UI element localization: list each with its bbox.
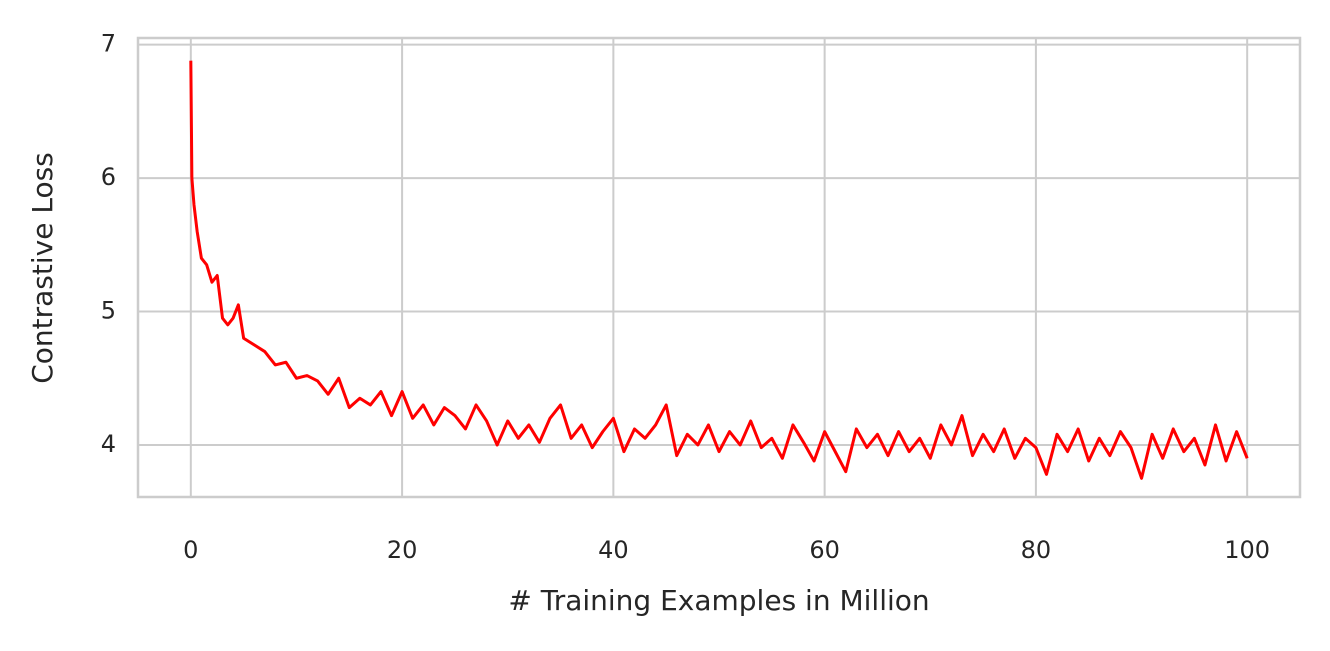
x-axis-label: # Training Examples in Million bbox=[508, 584, 929, 617]
data-line bbox=[189, 60, 1249, 480]
y-tick-label: 5 bbox=[101, 297, 116, 325]
y-tick-label: 4 bbox=[101, 430, 116, 458]
x-tick-label: 80 bbox=[1021, 536, 1052, 564]
y-tick-label: 6 bbox=[101, 163, 116, 191]
plot-frame bbox=[136, 36, 1302, 499]
x-tick-label: 40 bbox=[598, 536, 629, 564]
y-tick-label: 7 bbox=[101, 30, 116, 58]
x-tick-label: 100 bbox=[1224, 536, 1270, 564]
x-tick-label: 60 bbox=[809, 536, 840, 564]
x-tick-label: 20 bbox=[387, 536, 418, 564]
y-axis-label: Contrastive Loss bbox=[26, 152, 59, 384]
x-tick-label: 0 bbox=[183, 536, 198, 564]
